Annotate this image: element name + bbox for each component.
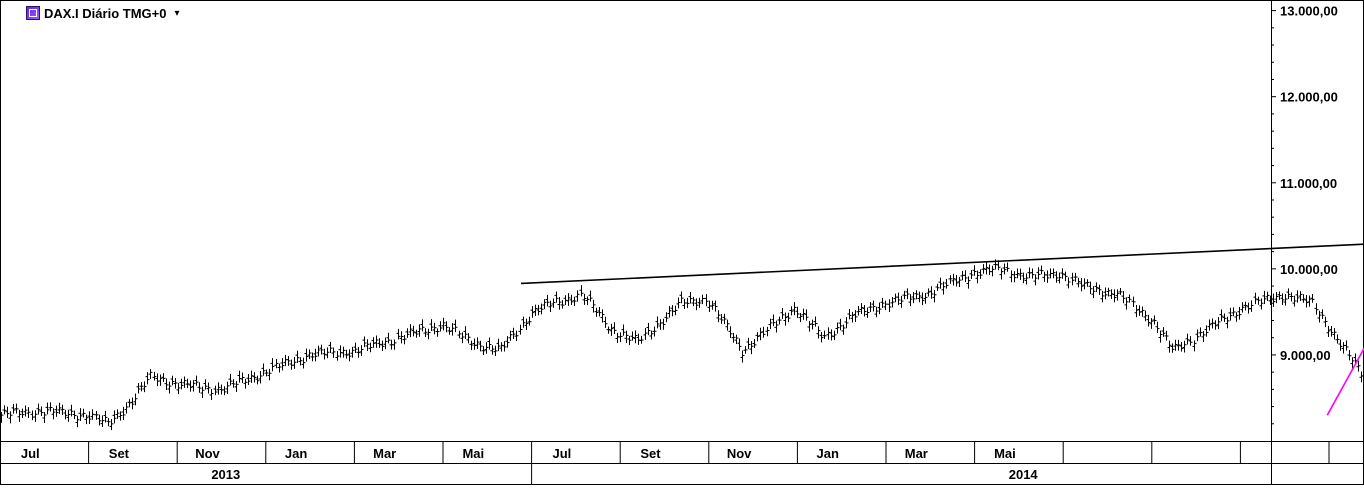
month-label: Mai: [994, 446, 1016, 461]
y-tick-label: 11.000,00: [1280, 176, 1337, 191]
month-label: Mar: [373, 446, 396, 461]
month-label: Jul: [553, 446, 572, 461]
month-label: Mar: [905, 446, 928, 461]
month-label: Jan: [285, 446, 307, 461]
cfd-symbol-icon: [26, 6, 40, 20]
month-label: Jul: [21, 446, 40, 461]
period-label: Diário: [82, 6, 119, 21]
year-label: 2014: [1009, 467, 1039, 482]
month-label: Mai: [462, 446, 484, 461]
month-label: Set: [109, 446, 130, 461]
y-tick-label: 13.000,00: [1280, 4, 1338, 19]
month-label: Nov: [195, 446, 220, 461]
month-label: Nov: [727, 446, 752, 461]
month-label: Set: [640, 446, 661, 461]
month-label: Jan: [816, 446, 838, 461]
year-label: 2013: [211, 467, 240, 482]
symbol-label: DAX.I: [44, 6, 79, 21]
y-tick-label: 9.000,00: [1280, 348, 1331, 363]
timezone-label: TMG+0: [123, 6, 167, 21]
y-tick-label: 10.000,00: [1280, 262, 1338, 277]
y-tick-label: 12.000,00: [1280, 90, 1338, 105]
chevron-down-icon[interactable]: [174, 8, 179, 19]
chart-title-bar[interactable]: DAX.I Diário TMG+0: [26, 4, 180, 22]
